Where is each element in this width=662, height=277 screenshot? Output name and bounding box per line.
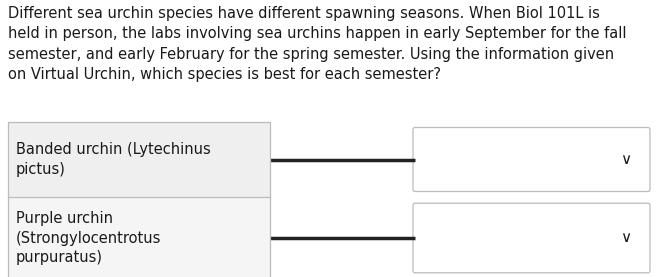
Text: Different sea urchin species have different spawning seasons. When Biol 101L is
: Different sea urchin species have differ… — [8, 6, 626, 82]
FancyBboxPatch shape — [8, 197, 270, 277]
Text: Banded urchin (Lytechinus
pictus): Banded urchin (Lytechinus pictus) — [16, 142, 211, 177]
Text: ∨: ∨ — [620, 230, 632, 245]
FancyBboxPatch shape — [8, 122, 270, 197]
Text: Purple urchin
(Strongylocentrotus
purpuratus): Purple urchin (Strongylocentrotus purpur… — [16, 211, 162, 265]
FancyBboxPatch shape — [413, 203, 650, 273]
Text: ∨: ∨ — [620, 152, 632, 167]
FancyBboxPatch shape — [413, 127, 650, 191]
